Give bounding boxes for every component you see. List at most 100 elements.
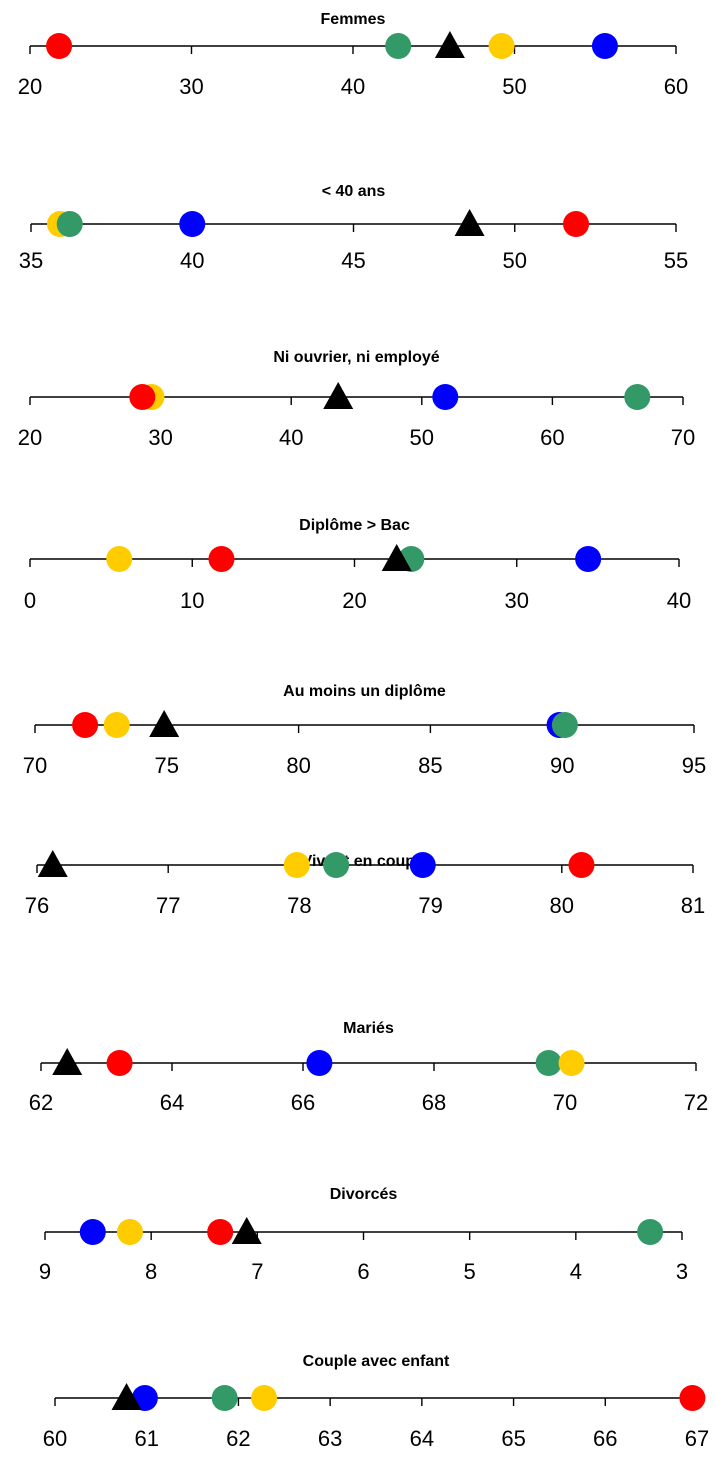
strip-chart: Au moins un diplôme 70 75 80 85 90 95 [23, 683, 706, 778]
tick-label: 79 [418, 893, 442, 918]
yellow-dot [106, 546, 133, 572]
tick-label: 35 [19, 248, 43, 273]
chart-title: Mariés [343, 1020, 394, 1037]
blue-dot [179, 211, 206, 237]
tick-label: 66 [291, 1090, 315, 1115]
triangle-marker [52, 1048, 83, 1075]
chart-title: Femmes [321, 11, 386, 28]
tick-label: 62 [226, 1426, 250, 1451]
tick-label: 64 [410, 1426, 434, 1451]
tick-label: 20 [18, 74, 42, 99]
tick-label: 7 [251, 1259, 263, 1284]
yellow-dot [103, 712, 130, 738]
tick-label: 10 [180, 588, 204, 613]
tick-label: 9 [39, 1259, 51, 1284]
tick-label: 8 [145, 1259, 157, 1284]
tick-label: 20 [342, 588, 366, 613]
strip-chart: Diplôme > Bac 0 10 20 30 40 [24, 517, 691, 613]
tick-label: 81 [681, 893, 705, 918]
green-dot [637, 1219, 664, 1245]
tick-label: 85 [418, 753, 442, 778]
chart-title: Vivant en couple [302, 853, 429, 870]
blue-dot [409, 852, 436, 878]
strip-chart: Femmes 20 30 40 50 60 [18, 11, 688, 99]
tick-label: 75 [155, 753, 179, 778]
blue-dot [575, 546, 602, 572]
tick-label: 60 [43, 1426, 67, 1451]
tick-label: 0 [24, 588, 36, 613]
green-dot [624, 384, 651, 410]
red-dot [106, 1050, 133, 1076]
tick-label: 30 [148, 425, 172, 450]
red-dot [46, 33, 73, 59]
green-dot [551, 712, 578, 738]
red-dot [568, 852, 595, 878]
chart-title: Couple avec enfant [303, 1353, 450, 1370]
tick-label: 60 [664, 74, 688, 99]
tick-label: 80 [286, 753, 310, 778]
triangle-marker [381, 544, 412, 571]
strip-chart: Vivant en couple 76 77 78 79 80 81 [25, 850, 705, 918]
blue-dot [432, 384, 459, 410]
red-dot [208, 546, 235, 572]
tick-label: 30 [179, 74, 203, 99]
tick-label: 80 [550, 893, 574, 918]
chart-title: Divorcés [330, 1186, 398, 1203]
chart-title: Diplôme > Bac [299, 517, 410, 534]
yellow-dot [251, 1385, 278, 1411]
chart-title: Au moins un diplôme [283, 683, 446, 700]
tick-label: 40 [279, 425, 303, 450]
tick-label: 50 [502, 74, 526, 99]
tick-label: 60 [540, 425, 564, 450]
tick-label: 30 [505, 588, 529, 613]
triangle-marker [231, 1217, 262, 1244]
tick-label: 70 [671, 425, 695, 450]
green-dot [56, 211, 83, 237]
triangle-marker [454, 209, 485, 236]
tick-label: 20 [18, 425, 42, 450]
strip-chart: < 40 ans 35 40 45 50 55 [19, 183, 688, 273]
blue-dot [306, 1050, 333, 1076]
tick-label: 68 [422, 1090, 446, 1115]
chart-title: Ni ouvrier, ni employé [273, 349, 439, 366]
tick-label: 70 [553, 1090, 577, 1115]
blue-dot [591, 33, 618, 59]
tick-label: 64 [160, 1090, 184, 1115]
blue-dot [79, 1219, 106, 1245]
green-dot [535, 1050, 562, 1076]
tick-label: 61 [134, 1426, 158, 1451]
red-dot [207, 1219, 234, 1245]
green-dot [385, 33, 412, 59]
triangle-marker [37, 850, 68, 877]
green-dot [211, 1385, 238, 1411]
triangle-marker [323, 382, 354, 409]
tick-label: 67 [685, 1426, 709, 1451]
tick-label: 40 [341, 74, 365, 99]
tick-label: 77 [156, 893, 180, 918]
tick-label: 3 [676, 1259, 688, 1284]
tick-label: 5 [464, 1259, 476, 1284]
yellow-dot [488, 33, 515, 59]
tick-label: 40 [667, 588, 691, 613]
strip-chart: Couple avec enfant 60 61 62 63 64 65 66 67 [43, 1353, 709, 1451]
strip-chart: Mariés 62 64 66 68 70 72 [29, 1020, 708, 1115]
tick-label: 6 [357, 1259, 369, 1284]
triangle-marker [149, 710, 180, 737]
yellow-dot [283, 852, 310, 878]
tick-label: 78 [287, 893, 311, 918]
chart-title: < 40 ans [322, 183, 386, 200]
strip-chart: Ni ouvrier, ni employé 20 30 40 50 60 70 [18, 349, 695, 450]
tick-label: 45 [341, 248, 365, 273]
tick-label: 65 [501, 1426, 525, 1451]
yellow-dot [558, 1050, 585, 1076]
tick-label: 63 [318, 1426, 342, 1451]
tick-label: 55 [664, 248, 688, 273]
red-dot [563, 211, 590, 237]
green-dot [323, 852, 350, 878]
tick-label: 95 [682, 753, 706, 778]
tick-label: 40 [180, 248, 204, 273]
red-dot [679, 1385, 706, 1411]
tick-label: 90 [550, 753, 574, 778]
